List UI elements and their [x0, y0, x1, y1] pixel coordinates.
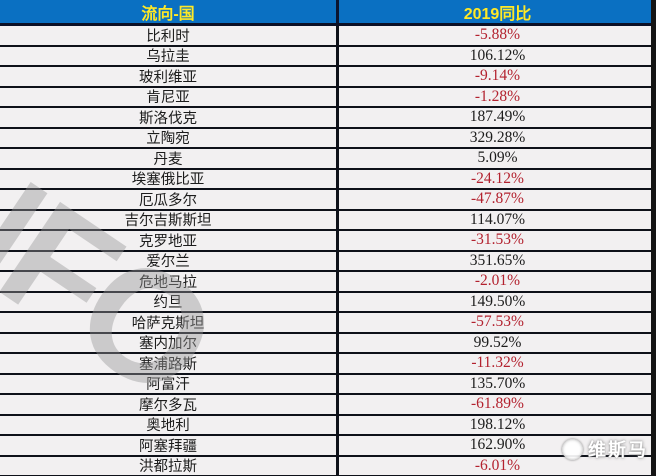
table-row: 塞浦路斯 -11.32%: [0, 354, 656, 375]
yoy-value-cell: -31.53%: [471, 231, 524, 249]
table-row: 哈萨克斯坦 -57.53%: [0, 313, 656, 334]
yoy-value-cell: 149.50%: [469, 292, 526, 310]
table-row: 塞内加尔 99.52%: [0, 333, 656, 354]
yoy-value-cell: 106.12%: [469, 46, 526, 64]
country-cell: 阿富汗: [0, 374, 339, 393]
yoy-value-cell: -5.88%: [474, 26, 521, 44]
yoy-value-cell: 5.09%: [477, 149, 518, 167]
table-row: 埃塞俄比亚 -24.12%: [0, 169, 656, 190]
yoy-value-cell: 135.70%: [469, 374, 526, 392]
table-row: 奥地利 198.12%: [0, 415, 656, 436]
table-row: 立陶宛 329.28%: [0, 128, 656, 149]
table-row: 克罗地亚 -31.53%: [0, 231, 656, 252]
table-row: 吉尔吉斯斯坦 114.07%: [0, 210, 656, 231]
header-cell-country: 流向-国: [0, 0, 339, 23]
table-row: 厄瓜多尔 -47.87%: [0, 190, 656, 211]
yoy-value-cell: 198.12%: [469, 415, 526, 433]
yoy-value-cell: -9.14%: [474, 67, 521, 85]
country-cell: 哈萨克斯坦: [0, 313, 339, 332]
country-cell: 玻利维亚: [0, 67, 339, 86]
yoy-value-cell: -1.28%: [474, 87, 521, 105]
country-cell: 吉尔吉斯斯坦: [0, 210, 339, 229]
yoy-value-cell: 162.90%: [469, 436, 526, 454]
table-row: 乌拉圭 106.12%: [0, 46, 656, 67]
right-edge-border: [651, 0, 656, 476]
yoy-value-cell: -57.53%: [471, 313, 524, 331]
yoy-value-cell: -2.01%: [474, 272, 521, 290]
country-cell: 乌拉圭: [0, 46, 339, 65]
country-cell: 立陶宛: [0, 128, 339, 147]
country-cell: 埃塞俄比亚: [0, 169, 339, 188]
yoy-value-cell: -6.01%: [474, 456, 521, 474]
table-row: 斯洛伐克 187.49%: [0, 108, 656, 129]
yoy-value-cell: -11.32%: [471, 354, 524, 372]
country-cell: 塞浦路斯: [0, 354, 339, 373]
country-cell: 丹麦: [0, 149, 339, 168]
table-row: 摩尔多瓦 -61.89%: [0, 395, 656, 416]
yoy-value-cell: -61.89%: [471, 395, 524, 413]
country-cell: 危地马拉: [0, 272, 339, 291]
country-cell: 爱尔兰: [0, 251, 339, 270]
yoy-value-cell: 351.65%: [469, 251, 526, 269]
table-row: 阿塞拜疆 162.90%: [0, 436, 656, 457]
country-cell: 奥地利: [0, 415, 339, 434]
table-row: 约旦 149.50%: [0, 292, 656, 313]
yoy-value-cell: 329.28%: [469, 128, 526, 146]
yoy-value-cell: 187.49%: [469, 108, 526, 126]
table-header-row: 流向-国 2019同比: [0, 0, 656, 26]
table-row: 比利时 -5.88%: [0, 26, 656, 47]
header-cell-yoy: 2019同比: [463, 5, 532, 23]
table-row: 玻利维亚 -9.14%: [0, 67, 656, 88]
country-cell: 塞内加尔: [0, 333, 339, 352]
table-row: 危地马拉 -2.01%: [0, 272, 656, 293]
country-cell: 斯洛伐克: [0, 108, 339, 127]
country-cell: 比利时: [0, 26, 339, 45]
yoy-value-cell: 99.52%: [473, 333, 522, 351]
yoy-value-cell: 114.07%: [470, 210, 525, 228]
table-row: 阿富汗 135.70%: [0, 374, 656, 395]
country-cell: 阿塞拜疆: [0, 436, 339, 455]
table-row: 洪都拉斯 -6.01%: [0, 456, 656, 476]
table-row: 丹麦 5.09%: [0, 149, 656, 170]
country-cell: 约旦: [0, 292, 339, 311]
yoy-value-cell: -47.87%: [471, 190, 524, 208]
table-row: 爱尔兰 351.65%: [0, 251, 656, 272]
country-cell: 摩尔多瓦: [0, 395, 339, 414]
table-rows: 比利时 -5.88% 乌拉圭 106.12% 玻利维亚 -9.14% 肯尼亚 -…: [0, 26, 656, 476]
country-cell: 厄瓜多尔: [0, 190, 339, 209]
country-cell: 洪都拉斯: [0, 456, 339, 475]
table-row: 肯尼亚 -1.28%: [0, 87, 656, 108]
yoy-value-cell: -24.12%: [471, 169, 524, 187]
country-cell: 肯尼亚: [0, 87, 339, 106]
country-cell: 克罗地亚: [0, 231, 339, 250]
